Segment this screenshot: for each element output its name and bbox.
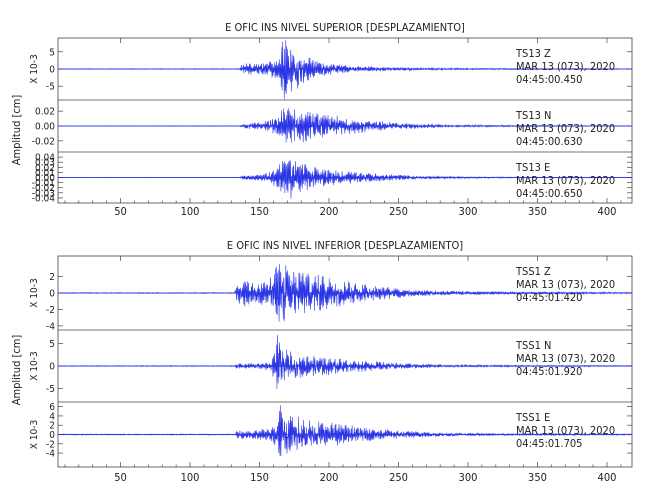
y-tick-label: -0.04: [32, 193, 56, 204]
y-tick-label: 0: [49, 65, 55, 76]
x-tick-label: 150: [250, 471, 269, 484]
y-tick-label: -0.02: [32, 136, 55, 147]
x-tick-label: 50: [114, 205, 127, 218]
time-label: 04:45:01.705: [516, 437, 582, 450]
y-tick-label: 0: [49, 289, 55, 300]
x-tick-label: 300: [459, 205, 478, 218]
y-scale-label: X 10-3: [29, 351, 40, 380]
y-tick-label: 0.02: [35, 163, 55, 174]
panel-title-superior: E OFIC INS NIVEL SUPERIOR [DESPLAZAMIENT…: [225, 21, 465, 34]
plot-frame: [57, 37, 633, 204]
y-tick-label: -5: [46, 82, 55, 93]
panel-nivel-superior: E OFIC INS NIVEL SUPERIOR [DESPLAZAMIENT…: [10, 21, 633, 218]
time-label: 04:45:00.630: [516, 135, 582, 148]
x-tick-label: 400: [598, 205, 617, 218]
date-label: MAR 13 (073), 2020: [516, 278, 615, 291]
waveform-trace: [57, 39, 633, 100]
y-tick-label: 5: [49, 339, 55, 350]
date-label: MAR 13 (073), 2020: [516, 174, 615, 187]
plot-frame: [57, 255, 633, 468]
station-label: TSS1 N: [515, 339, 551, 352]
waveform-trace: [57, 264, 633, 322]
x-tick-label: 100: [181, 205, 200, 218]
y-tick-label: -0.01: [32, 178, 55, 189]
y-tick-label: 2: [49, 421, 55, 432]
trace-group: -0.04-0.03-0.02-0.010.000.010.020.030.04…: [32, 153, 632, 204]
station-label: TSS1 E: [515, 411, 550, 424]
y-tick-label: -0.03: [32, 188, 55, 199]
panel-nivel-inferior: E OFIC INS NIVEL INFERIOR [DESPLAZAMIENT…: [10, 239, 633, 484]
x-tick-label: 400: [598, 471, 617, 484]
date-label: MAR 13 (073), 2020: [516, 424, 615, 437]
y-tick-label: -4: [46, 321, 55, 332]
x-tick-label: 350: [528, 471, 547, 484]
time-label: 04:45:00.450: [516, 73, 582, 86]
y-tick-label: 0.00: [35, 173, 55, 184]
ylabel-inferior: Amplitud [cm]: [10, 335, 23, 406]
y-tick-label: -4: [46, 449, 55, 460]
y-tick-label: 5: [49, 47, 55, 58]
x-tick-label: 250: [389, 471, 408, 484]
y-tick-label: 0: [49, 430, 55, 441]
station-label: TS13 Z: [515, 47, 551, 60]
y-scale-label: X 10-3: [29, 278, 40, 307]
y-tick-label: -5: [46, 384, 55, 395]
station-label: TSS1 Z: [515, 265, 551, 278]
x-tick-label: 350: [528, 205, 547, 218]
y-scale-label: X 10-3: [29, 54, 40, 83]
panel-title-inferior: E OFIC INS NIVEL INFERIOR [DESPLAZAMIENT…: [227, 239, 463, 252]
x-tick-label: 100: [181, 471, 200, 484]
waveform-trace: [57, 160, 632, 199]
y-tick-label: 2: [49, 272, 55, 283]
y-tick-label: 6: [49, 402, 55, 413]
date-label: MAR 13 (073), 2020: [516, 352, 615, 365]
date-label: MAR 13 (073), 2020: [516, 60, 615, 73]
y-tick-label: 0.04: [35, 153, 55, 164]
ylabel-superior: Amplitud [cm]: [10, 95, 23, 166]
y-tick-label: 0.03: [35, 158, 55, 169]
x-tick-label: 250: [389, 205, 408, 218]
y-tick-label: 4: [49, 411, 55, 422]
y-tick-label: -2: [46, 439, 55, 450]
y-tick-label: 0.00: [35, 122, 55, 133]
date-label: MAR 13 (073), 2020: [516, 122, 615, 135]
y-tick-label: -2: [46, 305, 55, 316]
y-tick-label: 0: [49, 362, 55, 373]
x-tick-label: 150: [250, 205, 269, 218]
y-scale-label: X 10-3: [29, 420, 40, 449]
time-label: 04:45:00.650: [516, 187, 582, 200]
x-tick-label: 200: [320, 205, 339, 218]
waveform-trace: [57, 405, 633, 457]
y-tick-label: -0.02: [32, 183, 55, 194]
time-label: 04:45:01.420: [516, 291, 582, 304]
x-tick-label: 200: [320, 471, 339, 484]
station-label: TS13 E: [515, 161, 550, 174]
waveform-trace: [57, 334, 633, 389]
x-tick-label: 50: [114, 471, 127, 484]
station-label: TS13 N: [515, 109, 551, 122]
time-label: 04:45:01.920: [516, 365, 582, 378]
x-tick-label: 300: [459, 471, 478, 484]
y-tick-label: 0.01: [35, 168, 55, 179]
waveform-trace: [57, 108, 633, 143]
y-tick-label: 0.02: [35, 107, 55, 118]
